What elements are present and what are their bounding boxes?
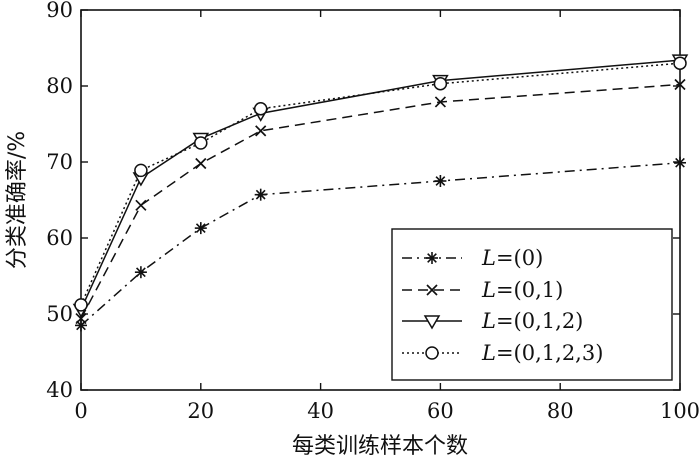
asterisk-marker [426,252,438,264]
legend-label: L=(0,1,2,3) [481,341,603,365]
y-tick-label: 60 [46,226,73,250]
y-axis-ticks: 40 50 60 70 80 90 [46,0,680,402]
x-tick-label: 80 [547,399,574,423]
asterisk-stroke [136,267,146,278]
legend-item: L=(0,1,2,3) [402,341,603,365]
legend-label-var: L [481,341,496,365]
triangle-marker [423,315,441,330]
circle-marker [425,346,439,360]
legend-label-var: L [481,246,496,270]
x-axis-ticks: 0 20 40 60 80 100 [74,10,700,423]
x-marker [195,157,207,170]
x-stroke [674,78,686,91]
legend-label-rest: =(0,1,2,3) [496,341,603,365]
circle-marker [134,163,148,178]
x-axis-label: 每类训练样本个数 [292,434,468,459]
legend-label-rest: =(0,1) [496,278,563,302]
y-tick-label: 50 [46,302,73,326]
x-marker [135,199,147,211]
y-tick-label: 90 [46,0,73,22]
legend-label-rest: =(0,1,2) [496,309,583,333]
legend-item: L=(0,1) [402,278,563,302]
asterisk-stroke [435,176,446,186]
series-line [80,59,681,310]
asterisk-marker [134,266,147,279]
x-marker [426,284,438,296]
x-stroke [434,96,447,108]
x-stroke [135,199,147,211]
legend-label: L=(0,1) [481,278,563,302]
asterisk-stroke [255,189,266,200]
asterisk-marker [674,156,686,169]
series-2 [75,78,686,325]
y-tick-label: 80 [46,74,73,98]
y-tick-label: 70 [46,150,73,174]
x-stroke [426,284,438,296]
x-stroke [255,125,267,137]
x-marker [434,96,447,108]
x-tick-label: 40 [307,399,334,423]
x-tick-label: 20 [187,399,214,423]
x-stroke [195,157,207,170]
legend: L=(0)L=(0,1)L=(0,1,2)L=(0,1,2,3) [391,228,673,381]
x-stroke [75,312,87,325]
circle-marker [194,136,208,150]
asterisk-stroke [675,157,685,168]
circle-marker [433,76,448,91]
asterisk-marker [434,175,447,187]
asterisk-marker [194,222,207,235]
legend-label-var: L [481,278,496,302]
asterisk-marker [75,319,87,332]
series-line [80,162,681,326]
x-tick-label: 100 [660,399,700,423]
y-axis-label: 分类准确率/% [5,131,30,269]
asterisk-stroke [427,253,437,263]
x-marker [674,78,686,91]
circle-marker [74,298,88,312]
series-4 [74,56,687,312]
x-tick-label: 0 [74,399,87,423]
legend-label: L=(0) [481,246,543,270]
x-marker [75,312,87,325]
x-marker [255,125,267,137]
legend-item: L=(0,1,2) [402,309,583,333]
x-tick-label: 60 [427,399,454,423]
legend-label-rest: =(0) [496,246,543,270]
legend-item: L=(0) [402,246,543,270]
legend-label: L=(0,1,2) [481,309,583,333]
series-layer [72,54,689,332]
series-1 [75,156,686,332]
circle-marker [253,102,268,116]
asterisk-marker [254,188,267,201]
asterisk-stroke [195,223,206,234]
legend-box [391,228,673,381]
y-tick-label: 40 [46,378,73,402]
legend-label-var: L [481,309,496,333]
circle-marker [673,56,687,70]
